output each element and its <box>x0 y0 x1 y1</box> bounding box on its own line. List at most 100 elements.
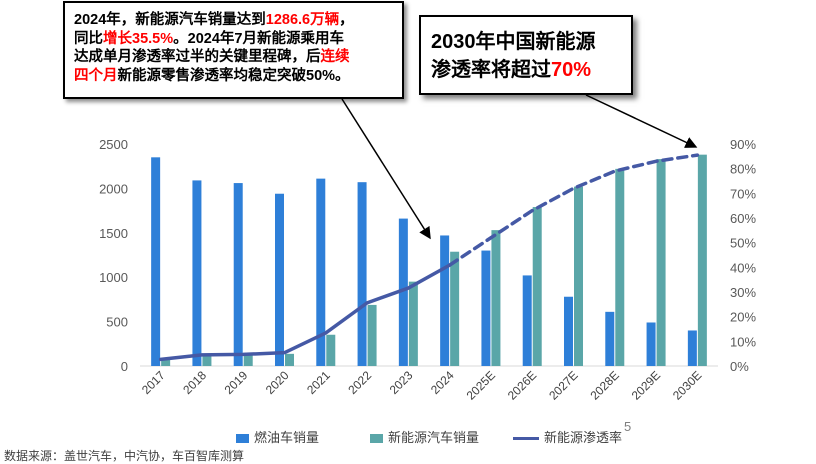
left-axis-tick-label: 2000 <box>99 181 128 196</box>
bar-nev <box>285 353 294 366</box>
right-axis-tick-label: 40% <box>730 260 756 275</box>
legend-item-rate: 新能源渗透率 <box>513 427 622 446</box>
right-axis-tick-label: 70% <box>730 186 756 201</box>
left-axis-tick-label: 2500 <box>99 137 128 152</box>
bar-fuel <box>233 183 243 366</box>
left-axis-tick-label: 1500 <box>99 226 128 241</box>
bar-fuel <box>275 193 284 366</box>
right-axis-tick-label: 50% <box>730 236 756 251</box>
bar-nev <box>243 355 253 366</box>
callout-left: 2024年，新能源汽车销量达到1286.6万辆， 同比增长35.5%。2024年… <box>63 1 404 99</box>
legend-swatch-rate <box>513 437 539 441</box>
x-axis-tick-label: 2019 <box>222 368 251 397</box>
callout-highlight: 增长35.5% <box>103 30 174 47</box>
callout-highlight: 70% <box>551 59 592 81</box>
bar-nev <box>367 304 377 366</box>
bar-fuel <box>316 178 326 366</box>
bar-nev <box>202 354 212 366</box>
left-axis-tick-label: 1000 <box>99 270 128 285</box>
left-axis-tick-label: 0 <box>121 359 128 374</box>
legend-item-nev: 新能源汽车销量 <box>370 427 479 446</box>
x-axis-tick-label: 2017 <box>139 368 168 397</box>
bar-nev <box>408 281 418 366</box>
x-axis-tick-label: 2028E <box>587 368 621 402</box>
callout-text: 渗透率将超过 <box>431 59 551 81</box>
bar-fuel <box>440 235 450 366</box>
bar-fuel <box>151 157 161 366</box>
data-source-note: 数据来源：盖世汽车，中汽协，车百智库测算 <box>4 449 245 463</box>
bar-fuel <box>398 218 408 366</box>
callout-highlight: 1286.6万辆 <box>265 12 340 28</box>
rate-lines <box>158 153 700 362</box>
x-axis-tick-label: 2021 <box>304 368 333 397</box>
callout-left-line4: 四个月新能源零售渗透率均稳定突破50%。 <box>74 67 393 86</box>
x-axis-tick-label: 2026E <box>505 368 539 402</box>
legend-swatch-nev <box>370 434 383 444</box>
legend-label-nev: 新能源汽车销量 <box>388 430 480 445</box>
right-axis-tick-label: 20% <box>730 310 756 325</box>
callout-right-pointer <box>585 94 698 148</box>
bar-nev <box>161 358 171 366</box>
callout-right: 2030年中国新能源 渗透率将超过70% <box>419 15 633 95</box>
right-axis-tick-label: 60% <box>730 211 756 226</box>
x-axis-tick-label: 2023 <box>387 368 416 397</box>
callout-text: 新能源零售渗透率均稳定突破50%。 <box>117 67 350 84</box>
callout-left-pointer <box>341 98 431 240</box>
bar-fuel <box>687 330 697 366</box>
legend-label-fuel: 燃油车销量 <box>254 430 320 445</box>
right-axis-tick-label: 80% <box>730 162 756 177</box>
bar-fuel <box>646 322 656 366</box>
bar-fuel <box>564 296 573 366</box>
bar-fuel <box>605 311 615 366</box>
bar-nev <box>491 230 501 366</box>
right-axis-tick-label: 90% <box>730 137 756 152</box>
callout-left-line2: 同比增长35.5%。2024年7月新能源乘用车 <box>74 30 393 49</box>
legend-swatch-fuel <box>236 434 249 444</box>
callout-highlight: 连续 <box>320 49 350 65</box>
bar-nev <box>532 207 542 366</box>
x-axis-tick-label: 2027E <box>546 368 580 402</box>
callout-text: 达成单月渗透率过半的关键里程碑，后 <box>74 49 321 65</box>
bar-fuel <box>192 180 202 366</box>
callout-text: 2024年，新能源汽车销量达到 <box>74 12 266 28</box>
x-axis-tick-label: 2022 <box>345 368 374 397</box>
bar-nev <box>574 186 583 366</box>
x-axis-tick-label: 2029E <box>629 368 663 402</box>
x-axis-tick-label: 2030E <box>670 368 704 402</box>
bar-nev <box>656 159 666 366</box>
bar-nev <box>615 168 625 366</box>
bar-nev <box>697 154 707 366</box>
callout-text: 同比 <box>74 30 103 47</box>
page-number: 5 <box>624 419 632 434</box>
callout-text: 。2024年7月新能源乘用车 <box>173 30 344 47</box>
rate-line-forecast <box>447 153 700 267</box>
rate-line-actual <box>158 263 452 362</box>
legend-label-rate: 新能源渗透率 <box>544 430 623 445</box>
right-axis-ticks: 0% 10% 20% 30% 40% 50% 60% 70% 80% 90% <box>730 137 756 374</box>
callout-highlight: 四个月 <box>74 67 118 84</box>
x-axis-ticks: 2017 2018 2019 2020 2021 2022 2023 2024 2025E 202… <box>139 368 704 403</box>
bar-fuel <box>357 182 367 366</box>
left-axis-tick-label: 500 <box>106 315 128 330</box>
x-axis-tick-label: 2018 <box>180 368 209 397</box>
x-axis-tick-label: 2024 <box>428 368 457 397</box>
callout-left-line3: 达成单月渗透率过半的关键里程碑，后连续 <box>74 48 393 67</box>
x-axis-tick-label: 2025E <box>464 368 498 402</box>
left-axis-ticks: 0 500 1000 1500 2000 2500 <box>99 137 128 374</box>
x-axis-tick-label: 2020 <box>263 368 292 397</box>
bars <box>151 154 707 366</box>
callout-right-line1: 2030年中国新能源 <box>431 31 596 53</box>
callout-text: ， <box>339 12 354 28</box>
bar-fuel <box>481 250 491 366</box>
right-axis-tick-label: 10% <box>730 334 756 349</box>
callout-left-line1: 2024年，新能源汽车销量达到1286.6万辆， <box>74 11 393 30</box>
callout-right-line2: 渗透率将超过70% <box>431 56 621 84</box>
legend: 燃油车销量 新能源汽车销量 新能源渗透率 <box>0 425 816 447</box>
bar-nev <box>326 334 336 366</box>
bar-nev <box>450 251 460 366</box>
bar-fuel <box>522 275 532 366</box>
right-axis-tick-label: 30% <box>730 285 756 300</box>
legend-item-fuel: 燃油车销量 <box>236 427 319 446</box>
right-axis-tick-label: 0% <box>730 359 749 374</box>
